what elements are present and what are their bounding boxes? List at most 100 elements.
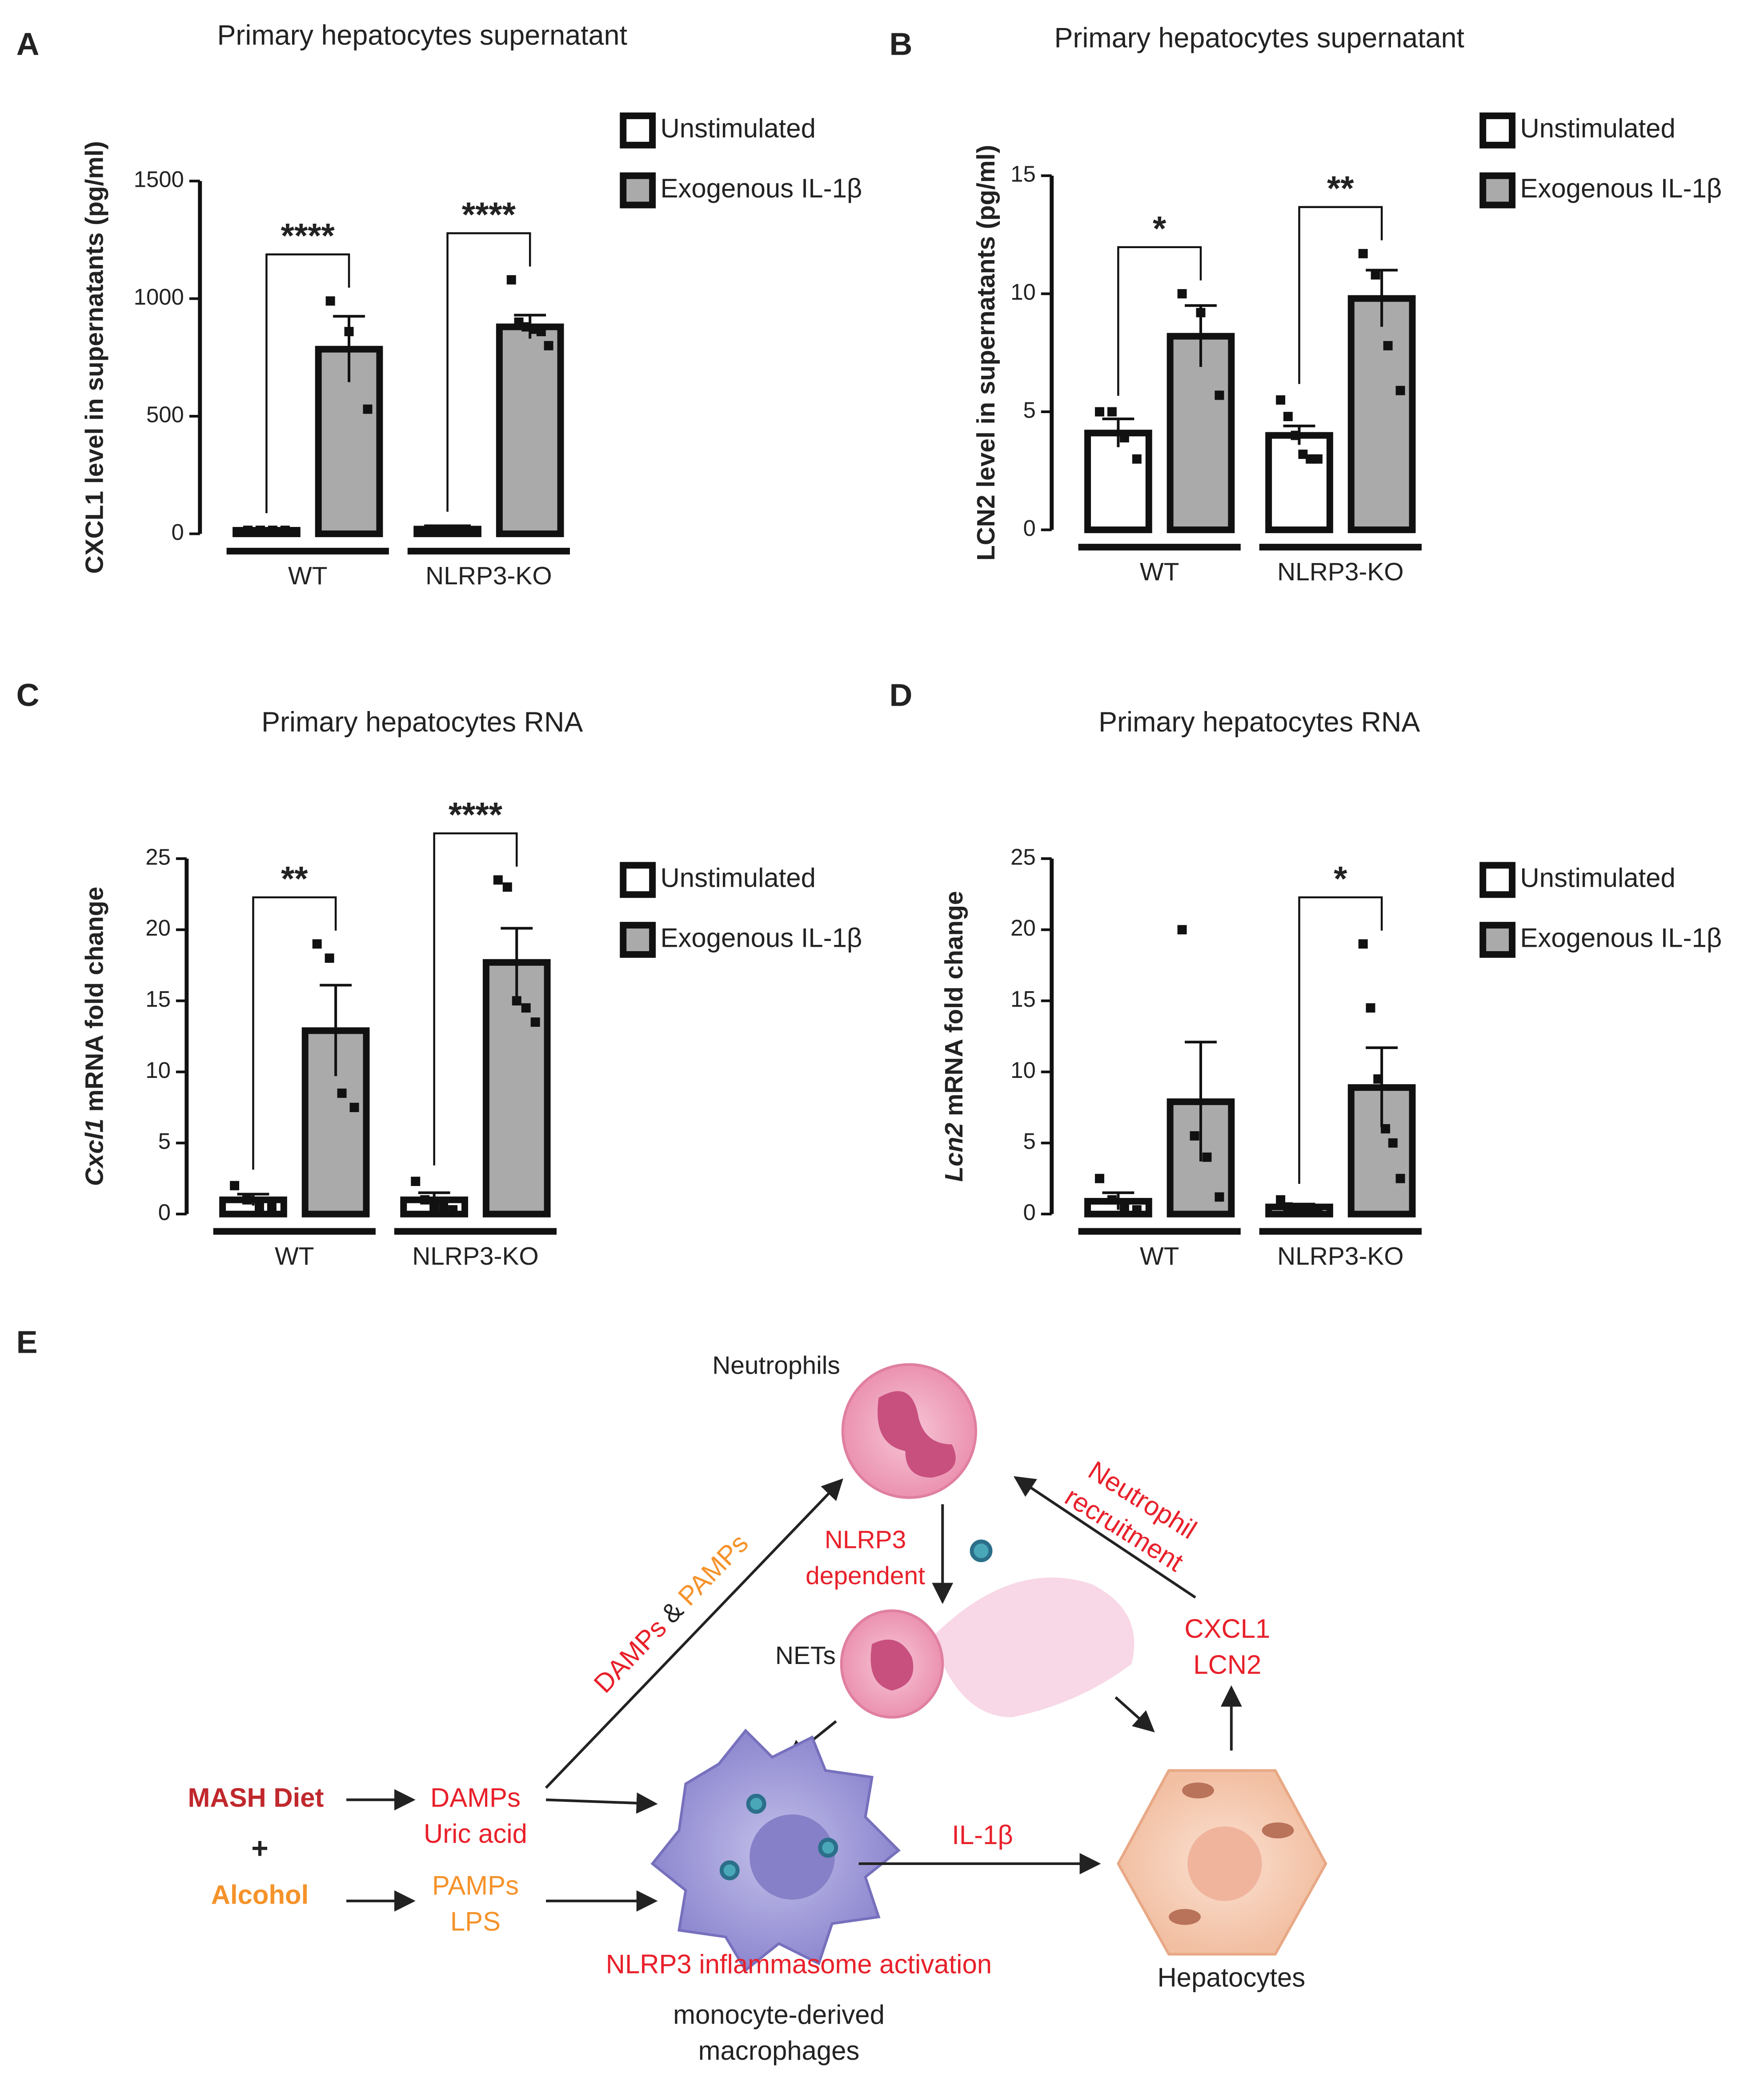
y-axis-label-text: CXCL1 level in supernatants (pg/ml)	[80, 141, 108, 574]
data-point	[1094, 407, 1104, 417]
data-point	[1358, 249, 1368, 258]
y-axis-label: CXCL1 level in supernatants (pg/ml)	[80, 141, 108, 574]
data-point	[255, 1202, 264, 1212]
label: NLRP3	[825, 1526, 906, 1554]
y-axis-label: Cxcl1 mRNA fold change	[80, 887, 108, 1186]
y-tick-label: 0	[172, 519, 184, 545]
y-axis-label-text: mRNA fold change	[80, 887, 108, 1112]
y-tick-label: 10	[1010, 1057, 1036, 1083]
legend-label: Unstimulated	[1520, 863, 1675, 893]
data-point	[424, 524, 434, 534]
label: CXCL1	[1184, 1614, 1270, 1644]
chart-title: Primary hepatocytes supernatant	[1054, 22, 1464, 53]
x-tick-label: WT	[1140, 558, 1179, 586]
data-point	[1291, 1205, 1300, 1215]
x-tick-label: NLRP3-KO	[412, 1242, 538, 1270]
chart-title: Primary hepatocytes RNA	[261, 707, 583, 738]
y-tick-label: 25	[1010, 844, 1036, 869]
legend-swatch	[620, 922, 656, 958]
panel-letter: B	[889, 27, 912, 62]
data-point	[325, 953, 334, 963]
y-tick-label: 15	[1010, 986, 1036, 1012]
panel-letter: E	[16, 1325, 38, 1360]
data-point	[1196, 308, 1206, 318]
panel-letter: A	[16, 27, 40, 62]
data-point	[1383, 341, 1393, 350]
label: DAMPs&PAMPs	[588, 1528, 754, 1698]
y-tick-label: 1000	[134, 284, 184, 309]
label: macrophages	[698, 2036, 860, 2066]
data-point	[1190, 1131, 1199, 1141]
y-axis-label-gene: Lcn2	[940, 1123, 968, 1182]
y-tick-label: 25	[145, 844, 171, 869]
y-tick-label: 15	[1010, 161, 1036, 187]
data-point	[530, 1017, 540, 1027]
bar	[1347, 1084, 1416, 1218]
data-point	[1119, 433, 1129, 442]
y-tick-label: 20	[1010, 915, 1036, 941]
legend-swatch	[1479, 172, 1515, 209]
significance-label: **	[281, 860, 308, 898]
data-point	[1358, 939, 1368, 949]
data-point	[529, 324, 539, 334]
small-cell	[818, 1837, 838, 1858]
y-tick-label: 10	[1010, 279, 1036, 305]
arrow	[1013, 1476, 1196, 1599]
nucleus	[1187, 1826, 1262, 1901]
legend-swatch	[620, 172, 656, 209]
bar	[1084, 430, 1152, 533]
bar	[1265, 432, 1333, 533]
data-point	[420, 1195, 430, 1205]
net-fibers	[932, 1577, 1135, 1717]
significance-bracket	[433, 832, 518, 1166]
label: IL-1β	[952, 1820, 1013, 1850]
label-part: DAMPs	[588, 1613, 672, 1698]
data-point	[1132, 1205, 1142, 1215]
y-tick-label: 500	[146, 402, 184, 427]
data-point	[1313, 1206, 1323, 1216]
data-point	[544, 341, 553, 350]
data-point	[512, 996, 521, 1006]
significance-label: ****	[281, 217, 335, 255]
y-tick-label: 5	[158, 1129, 171, 1154]
data-point	[256, 526, 265, 535]
data-point	[1371, 270, 1380, 280]
significance-label: ****	[462, 196, 516, 234]
nucleus	[870, 1640, 914, 1691]
mitochondrion	[1169, 1909, 1201, 1925]
data-point	[337, 1088, 347, 1098]
label: Uric acid	[424, 1819, 527, 1849]
data-point	[1177, 289, 1187, 299]
significance-bracket	[265, 253, 350, 513]
arrow	[1115, 1696, 1155, 1732]
label: dependent	[806, 1562, 925, 1590]
data-point	[1366, 1003, 1375, 1013]
legend-swatch	[620, 112, 656, 149]
data-point	[325, 296, 335, 306]
significance-label: ****	[449, 796, 503, 834]
data-point	[433, 524, 443, 534]
legend-label: Unstimulated	[661, 113, 816, 143]
label: NLRP3 inflammasome activation	[606, 1949, 992, 1979]
data-point	[461, 524, 471, 534]
data-point	[1107, 1195, 1117, 1205]
y-axis-label: Lcn2 mRNA fold change	[940, 891, 968, 1182]
legend-swatch	[1479, 922, 1515, 958]
significance-label: *	[1334, 860, 1347, 898]
x-tick-label: NLRP3-KO	[1277, 1242, 1403, 1270]
x-tick-label: WT	[288, 562, 327, 590]
label: PAMPs	[432, 1871, 519, 1901]
y-tick-label: 20	[145, 915, 171, 941]
significance-bracket	[1117, 246, 1202, 396]
label: DAMPs	[430, 1783, 521, 1813]
data-point	[1298, 450, 1308, 459]
data-point	[452, 524, 462, 534]
small-cell	[719, 1860, 740, 1881]
legend-label: Exogenous IL-1β	[1520, 173, 1722, 203]
chart-title: Primary hepatocytes RNA	[1098, 707, 1420, 738]
data-point	[1298, 1206, 1308, 1216]
y-tick-label: 0	[1023, 1200, 1035, 1225]
label: monocyte-derived	[673, 2000, 885, 2030]
data-point	[243, 526, 253, 535]
